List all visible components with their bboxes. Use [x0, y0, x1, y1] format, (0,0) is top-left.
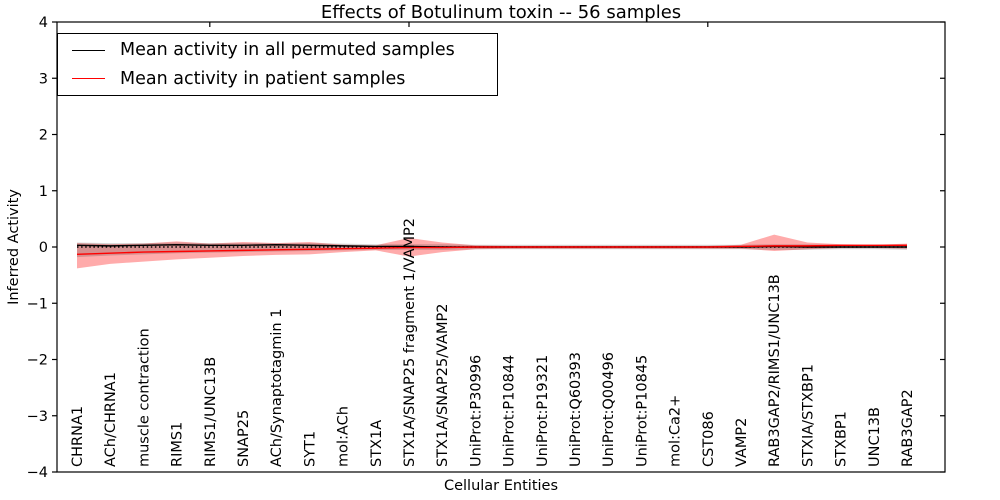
x-tick-label: RAB3GAP2: [900, 389, 916, 467]
x-tick-label: mol:Ca2+: [668, 395, 684, 467]
x-tick-label: UniProt:P30996: [468, 355, 484, 467]
x-tick-label: UNC13B: [867, 407, 883, 467]
y-tick-label: −2: [27, 353, 48, 369]
legend-entry-label: Mean activity in all permuted samples: [120, 40, 455, 61]
band-patient-sample-range: [77, 234, 907, 269]
x-tick-label: STXIA/STXBP1: [800, 364, 816, 467]
x-tick-label: SNAP25: [236, 410, 252, 467]
x-tick-label: CHRNA1: [70, 406, 86, 467]
x-tick-label: STX1A: [369, 420, 385, 467]
x-tick-label: muscle contraction: [136, 328, 152, 467]
x-tick-label: SYT1: [302, 431, 318, 467]
x-tick-label: ACh/Synaptotagmin 1: [269, 309, 285, 467]
x-tick-label: mol:ACh: [336, 406, 352, 467]
x-tick-label: STX1A/SNAP25 fragment 1/VAMP2: [402, 218, 418, 467]
y-tick-label: 3: [39, 71, 48, 87]
x-tick-label: RIMS1/UNC13B: [203, 357, 219, 467]
y-tick-label: −1: [27, 296, 48, 312]
x-tick-label: RIMS1: [170, 422, 186, 467]
x-tick-label: VAMP2: [734, 418, 750, 467]
permuted-line-swatch: [72, 49, 105, 51]
x-tick-label: ACh/CHRNA1: [103, 372, 119, 467]
x-tick-label: UniProt:Q00496: [601, 352, 617, 467]
y-tick-label: −3: [27, 409, 48, 425]
patient-line-swatch: [72, 78, 105, 80]
x-tick-label: UniProt:P10845: [634, 355, 650, 467]
chart-title: Effects of Botulinum toxin -- 56 samples: [320, 2, 682, 23]
x-tick-label: UniProt:P19321: [535, 355, 551, 467]
y-tick-label: −4: [27, 465, 48, 481]
x-tick-label: UniProt:P10844: [502, 355, 518, 467]
legend-entry-label: Mean activity in patient samples: [120, 68, 406, 89]
x-tick-label: STXBP1: [834, 411, 850, 467]
legend-entry-permuted: Mean activity in all permuted samples: [58, 36, 497, 64]
y-tick-label: 1: [39, 184, 48, 200]
x-tick-label: CST086: [701, 411, 717, 467]
band-permuted-sample-range: [77, 242, 907, 258]
x-tick-label: RAB3GAP2/RIMS1/UNC13B: [767, 274, 783, 467]
legend: Mean activity in all permuted samples Me…: [57, 33, 498, 96]
legend-entry-patient: Mean activity in patient samples: [58, 65, 497, 93]
x-axis-label: Cellular Entities: [443, 478, 559, 494]
y-axis-label: Inferred Activity: [6, 189, 22, 305]
series-line-1: [76, 244, 907, 256]
y-tick-label: 4: [39, 15, 48, 31]
x-tick-label: STX1A/SNAP25/VAMP2: [435, 304, 451, 467]
x-tick-label: UniProt:Q60393: [568, 352, 584, 467]
y-tick-label: 0: [39, 240, 48, 256]
y-tick-label: 2: [39, 128, 48, 144]
